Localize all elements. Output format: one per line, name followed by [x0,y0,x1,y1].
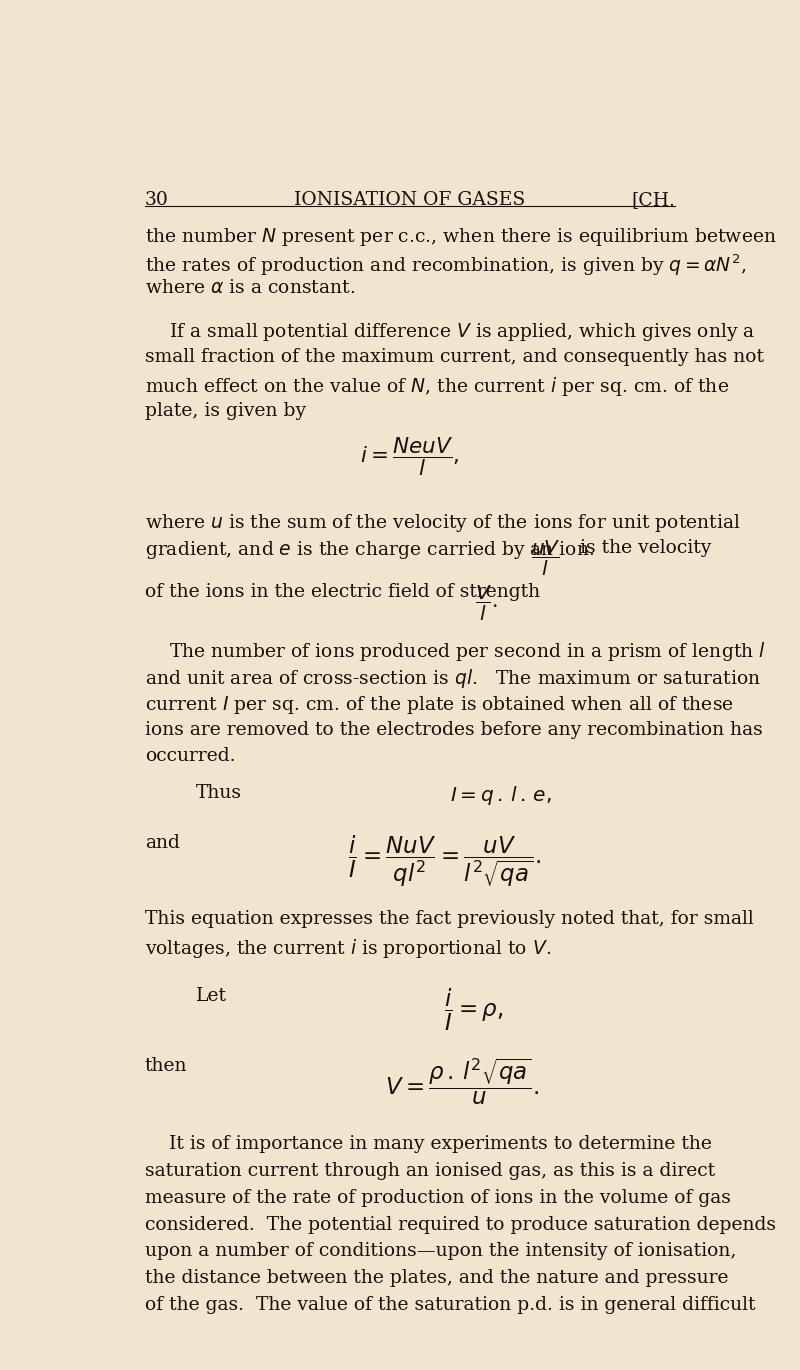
Text: $\dfrac{V}{l}$.: $\dfrac{V}{l}$. [475,584,498,622]
Text: ions are removed to the electrodes before any recombination has: ions are removed to the electrodes befor… [145,721,762,738]
Text: the distance between the plates, and the nature and pressure: the distance between the plates, and the… [145,1269,728,1288]
Text: is the velocity: is the velocity [581,538,712,558]
Text: voltages, the current $i$ is proportional to $V$.: voltages, the current $i$ is proportiona… [145,937,550,960]
Text: IONISATION OF GASES: IONISATION OF GASES [294,190,526,208]
Text: gradient, and $e$ is the charge carried by an ion.: gradient, and $e$ is the charge carried … [145,538,594,560]
Text: occurred.: occurred. [145,748,235,766]
Text: If a small potential difference $V$ is applied, which gives only a: If a small potential difference $V$ is a… [170,321,756,342]
Text: of the ions in the electric field of strength: of the ions in the electric field of str… [145,584,540,601]
Text: considered.  The potential required to produce saturation depends: considered. The potential required to pr… [145,1215,776,1233]
Text: and: and [145,833,179,852]
Text: upon a number of conditions—upon the intensity of ionisation,: upon a number of conditions—upon the int… [145,1243,736,1260]
Text: then: then [145,1056,187,1075]
Text: much effect on the value of $N$, the current $i$ per sq. cm. of the: much effect on the value of $N$, the cur… [145,375,729,397]
Text: The number of ions produced per second in a prism of length $l$: The number of ions produced per second i… [170,640,766,663]
Text: $i = \dfrac{NeuV}{l},$: $i = \dfrac{NeuV}{l},$ [360,436,460,478]
Text: the number $N$ present per c.c., when there is equilibrium between: the number $N$ present per c.c., when th… [145,226,776,248]
Text: This equation expresses the fact previously noted that, for small: This equation expresses the fact previou… [145,910,754,929]
Text: plate, is given by: plate, is given by [145,401,306,419]
Text: small fraction of the maximum current, and consequently has not: small fraction of the maximum current, a… [145,348,764,366]
Text: $I = q\,.\,l\,.\,e,$: $I = q\,.\,l\,.\,e,$ [450,784,552,807]
Text: $\dfrac{uV}{l}$: $\dfrac{uV}{l}$ [531,538,561,578]
Text: $\dfrac{i}{I} = \rho,$: $\dfrac{i}{I} = \rho,$ [444,986,503,1033]
Text: of the gas.  The value of the saturation p.d. is in general difficult: of the gas. The value of the saturation … [145,1296,755,1314]
Text: [CH.: [CH. [631,190,675,208]
Text: the rates of production and recombination, is given by $q = \alpha N^2$,: the rates of production and recombinatio… [145,252,746,278]
Text: $\dfrac{i}{I} = \dfrac{NuV}{ql^2} = \dfrac{uV}{l^2\sqrt{qa}}.$: $\dfrac{i}{I} = \dfrac{NuV}{ql^2} = \dfr… [348,833,541,889]
Text: Thus: Thus [196,784,242,801]
Text: and unit area of cross-section is $ql$.   The maximum or saturation: and unit area of cross-section is $ql$. … [145,667,761,689]
Text: current $I$ per sq. cm. of the plate is obtained when all of these: current $I$ per sq. cm. of the plate is … [145,693,734,715]
Text: It is of importance in many experiments to determine the: It is of importance in many experiments … [170,1134,712,1152]
Text: where $\alpha$ is a constant.: where $\alpha$ is a constant. [145,279,355,297]
Text: measure of the rate of production of ions in the volume of gas: measure of the rate of production of ion… [145,1189,730,1207]
Text: $V = \dfrac{\rho\,.\,l^2\sqrt{qa}}{u}.$: $V = \dfrac{\rho\,.\,l^2\sqrt{qa}}{u}.$ [386,1056,540,1107]
Text: Let: Let [196,986,227,1004]
Text: saturation current through an ionised gas, as this is a direct: saturation current through an ionised ga… [145,1162,714,1180]
Text: where $u$ is the sum of the velocity of the ions for unit potential: where $u$ is the sum of the velocity of … [145,512,741,534]
Text: 30: 30 [145,190,169,208]
